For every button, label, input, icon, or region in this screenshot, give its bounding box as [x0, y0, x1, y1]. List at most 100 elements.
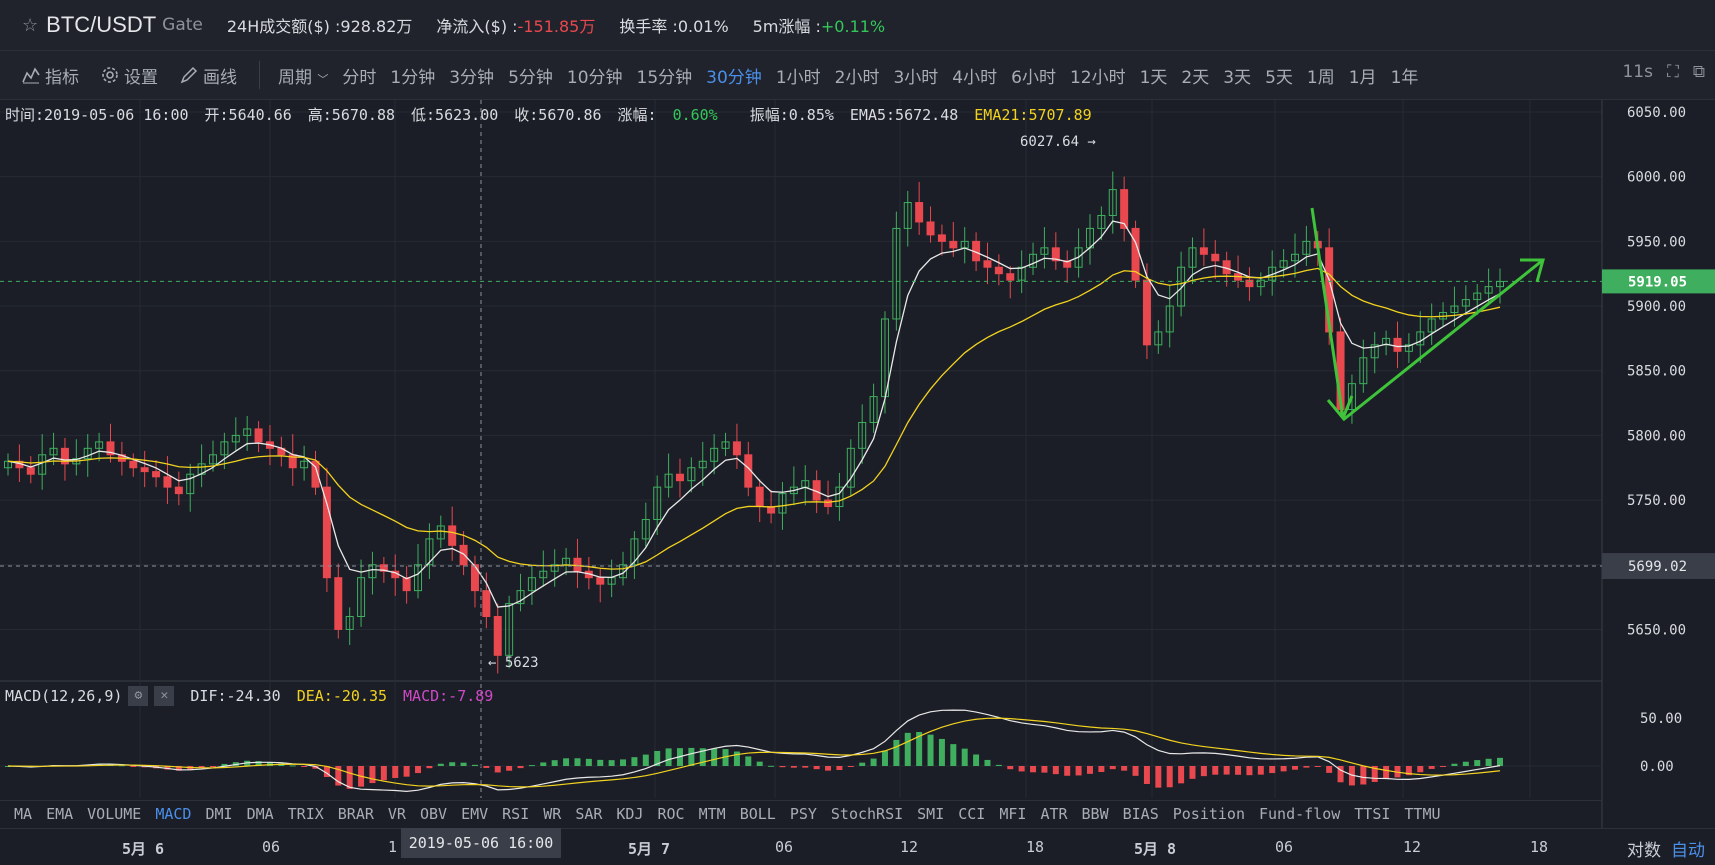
- period-16[interactable]: 5天: [1265, 67, 1293, 88]
- period-18[interactable]: 1月: [1348, 67, 1377, 88]
- period-0[interactable]: 分时: [342, 67, 377, 88]
- current-price-tag: [1602, 269, 1715, 294]
- auto-scale-button[interactable]: 自动: [1671, 841, 1705, 861]
- period-8[interactable]: 2小时: [834, 67, 880, 88]
- period-12[interactable]: 12小时: [1069, 67, 1126, 88]
- indicator-tab-sar[interactable]: SAR: [575, 805, 603, 823]
- macd-bar-56: [642, 754, 649, 766]
- info-ema21: EMA21:5707.89: [974, 106, 1092, 124]
- indicator-button[interactable]: 指标: [22, 63, 79, 88]
- info-change: 涨幅: 0.60%: [617, 106, 718, 124]
- indicator-tab-cci[interactable]: CCI: [958, 805, 986, 823]
- favorite-star-icon[interactable]: ☆: [22, 14, 39, 36]
- period-13[interactable]: 1天: [1139, 67, 1168, 88]
- macd-bar-34: [392, 766, 399, 778]
- period-4[interactable]: 10分钟: [566, 67, 623, 88]
- period-9[interactable]: 3小时: [893, 67, 939, 88]
- period-17[interactable]: 1周: [1306, 67, 1335, 88]
- indicator-tab-smi[interactable]: SMI: [917, 805, 945, 823]
- macd-bar-123: [1405, 766, 1412, 776]
- indicator-tab-wr[interactable]: WR: [543, 805, 562, 823]
- settings-button[interactable]: 设置: [101, 63, 158, 88]
- candle-body-100: [1142, 279, 1151, 346]
- indicator-tab-dma[interactable]: DMA: [246, 805, 274, 823]
- macd-bar-44: [506, 766, 513, 771]
- macd-bar-110: [1257, 766, 1264, 775]
- candle-body-60: [687, 467, 696, 482]
- indicator-tab-ema[interactable]: EMA: [46, 805, 74, 823]
- macd-dea: DEA:-20.35: [296, 687, 388, 705]
- indicator-tab-position[interactable]: Position: [1172, 805, 1245, 823]
- macd-settings-icon[interactable]: ⚙: [128, 686, 149, 706]
- indicator-tab-bias[interactable]: BIAS: [1122, 805, 1159, 823]
- candle-body-18: [209, 454, 218, 465]
- time-tick-10: 18: [1530, 838, 1549, 856]
- macd-bar-115: [1314, 766, 1321, 767]
- period-15[interactable]: 3天: [1223, 67, 1252, 88]
- indicator-tab-ttmu[interactable]: TTMU: [1404, 805, 1441, 823]
- indicator-tab-bbw[interactable]: BBW: [1081, 805, 1109, 823]
- candle-body-119: [1359, 357, 1368, 385]
- candle-body-102: [1165, 305, 1174, 333]
- indicator-tab-mfi[interactable]: MFI: [999, 805, 1027, 823]
- indicator-tab-macd[interactable]: MACD: [155, 805, 192, 823]
- macd-bar-63: [722, 749, 729, 766]
- candle-body-128: [1461, 299, 1470, 307]
- period-2[interactable]: 3分钟: [449, 67, 495, 88]
- period-5[interactable]: 15分钟: [636, 67, 693, 88]
- candle-body-54: [619, 564, 628, 579]
- symbol-title[interactable]: BTC/USDT: [46, 12, 157, 37]
- candle-body-20: [231, 434, 240, 443]
- indicator-tab-boll[interactable]: BOLL: [739, 805, 776, 823]
- indicator-tab-vr[interactable]: VR: [387, 805, 406, 823]
- macd-bar-62: [711, 748, 718, 766]
- period-dropdown[interactable]: 周期 ﹀: [278, 67, 329, 88]
- candle-body-79: [903, 202, 912, 229]
- macd-bar-29: [335, 766, 342, 786]
- macd-bar-46: [528, 765, 535, 767]
- macd-bar-52: [597, 759, 604, 766]
- candle-body-86: [983, 260, 992, 268]
- period-14[interactable]: 2天: [1181, 67, 1210, 88]
- fullscreen-icon[interactable]: ⛶: [1666, 62, 1679, 82]
- indicator-tab-roc[interactable]: ROC: [657, 805, 685, 823]
- indicator-tab-dmi[interactable]: DMI: [205, 805, 233, 823]
- indicator-tab-volume[interactable]: VOLUME: [87, 805, 142, 823]
- period-7[interactable]: 1小时: [775, 67, 821, 88]
- period-11[interactable]: 6小时: [1011, 67, 1056, 88]
- candle-body-44: [505, 603, 514, 656]
- period-1[interactable]: 1分钟: [390, 67, 436, 88]
- indicator-tab-atr[interactable]: ATR: [1040, 805, 1068, 823]
- macd-bar-129: [1474, 760, 1481, 766]
- price-chart[interactable]: 6050.00 6000.00 5950.00 5900.00 5850.00 5800.…: [0, 100, 1715, 864]
- indicator-tab-stochrsi[interactable]: StochRSI: [830, 805, 904, 823]
- period-10[interactable]: 4小时: [952, 67, 998, 88]
- period-19[interactable]: 1年: [1390, 67, 1419, 88]
- macd-bar-64: [733, 751, 740, 766]
- market-header: ☆ BTC/USDT Gate 24H成交额($) :928.82万 净流入($…: [0, 0, 1715, 51]
- macd-bar-131: [1497, 757, 1503, 766]
- indicator-tab-emv[interactable]: EMV: [461, 805, 489, 823]
- log-scale-button[interactable]: 对数: [1627, 841, 1661, 861]
- candle-body-94: [1074, 247, 1083, 268]
- macd-bar-19: [221, 763, 228, 766]
- candle-body-68: [778, 493, 787, 514]
- indicator-tab-fund-flow[interactable]: Fund-flow: [1259, 805, 1341, 823]
- period-6[interactable]: 30分钟: [706, 67, 762, 88]
- indicator-tab-ma[interactable]: MA: [14, 805, 33, 823]
- indicator-tab-psy[interactable]: PSY: [789, 805, 817, 823]
- period-3[interactable]: 5分钟: [508, 67, 553, 88]
- candle-body-69: [789, 486, 798, 495]
- draw-button[interactable]: 画线: [180, 63, 237, 88]
- indicator-tab-trix[interactable]: TRIX: [287, 805, 324, 823]
- macd-bar-100: [1143, 766, 1150, 784]
- indicator-tab-kdj[interactable]: KDJ: [616, 805, 644, 823]
- macd-close-icon[interactable]: ✕: [154, 686, 175, 706]
- popout-icon[interactable]: ⧉: [1692, 62, 1705, 82]
- candle-body-41: [470, 564, 479, 592]
- indicator-tab-rsi[interactable]: RSI: [502, 805, 530, 823]
- indicator-tab-ttsi[interactable]: TTSI: [1354, 805, 1391, 823]
- indicator-tab-mtm[interactable]: MTM: [698, 805, 726, 823]
- indicator-tab-obv[interactable]: OBV: [419, 805, 448, 823]
- indicator-tab-brar[interactable]: BRAR: [337, 805, 374, 823]
